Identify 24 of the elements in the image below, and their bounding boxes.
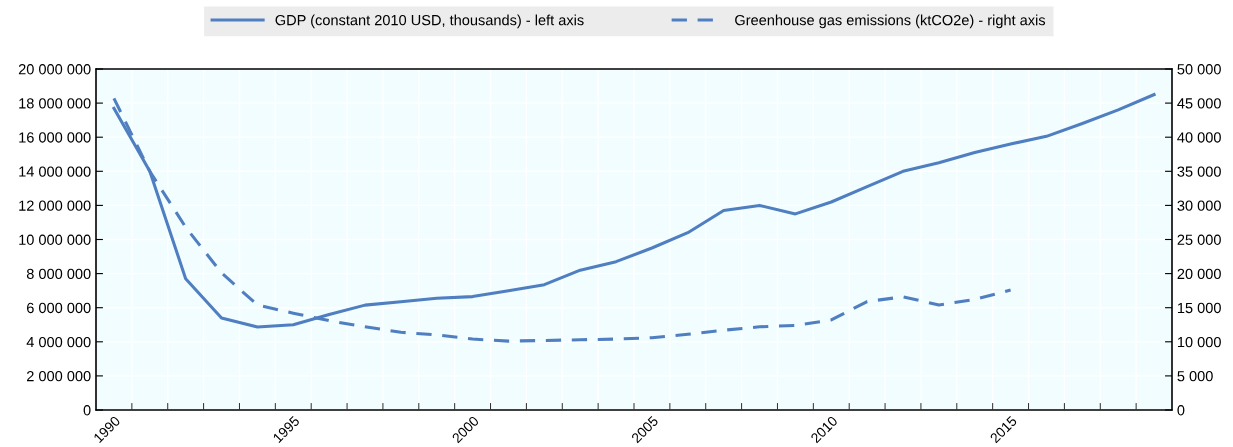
y-tick-label: 10 000 000 bbox=[19, 234, 91, 245]
y2-tick-label: 15 000 bbox=[1177, 302, 1221, 314]
y-tick-label: 4 000 000 bbox=[26, 336, 91, 348]
y-tick-label: 8 000 000 bbox=[26, 268, 91, 280]
y2-tick-label: 35 000 bbox=[1177, 166, 1221, 177]
y-tick-label: 14 000 000 bbox=[19, 166, 91, 177]
y2-tick-label: 25 000 bbox=[1177, 234, 1221, 245]
legend-label: Greenhouse gas emissions (ktCO2e) - right axis bbox=[735, 14, 1046, 29]
y2-tick-label: 50 000 bbox=[1177, 64, 1221, 75]
legend-label: GDP (constant 2010 USD, thousands) - left axis bbox=[275, 14, 584, 29]
y2-tick-label: 0 bbox=[1177, 405, 1185, 416]
y2-tick-label: 20 000 bbox=[1177, 268, 1221, 280]
y-tick-label: 2 000 000 bbox=[27, 371, 91, 382]
y2-tick-label: 5 000 bbox=[1177, 371, 1213, 382]
y-tick-label: 16 000 000 bbox=[19, 132, 91, 143]
y2-tick-label: 10 000 bbox=[1177, 336, 1221, 348]
y-tick-label: 6 000 000 bbox=[27, 302, 91, 314]
y-tick-label: 20 000 000 bbox=[18, 64, 91, 75]
y2-tick-label: 30 000 bbox=[1177, 200, 1221, 211]
y-tick-label: 0 bbox=[83, 405, 91, 416]
y2-tick-label: 40 000 bbox=[1177, 132, 1221, 143]
y-tick-label: 18 000 000 bbox=[19, 98, 91, 109]
y-tick-label: 12 000 000 bbox=[19, 200, 91, 211]
y2-tick-label: 45 000 bbox=[1177, 98, 1221, 109]
